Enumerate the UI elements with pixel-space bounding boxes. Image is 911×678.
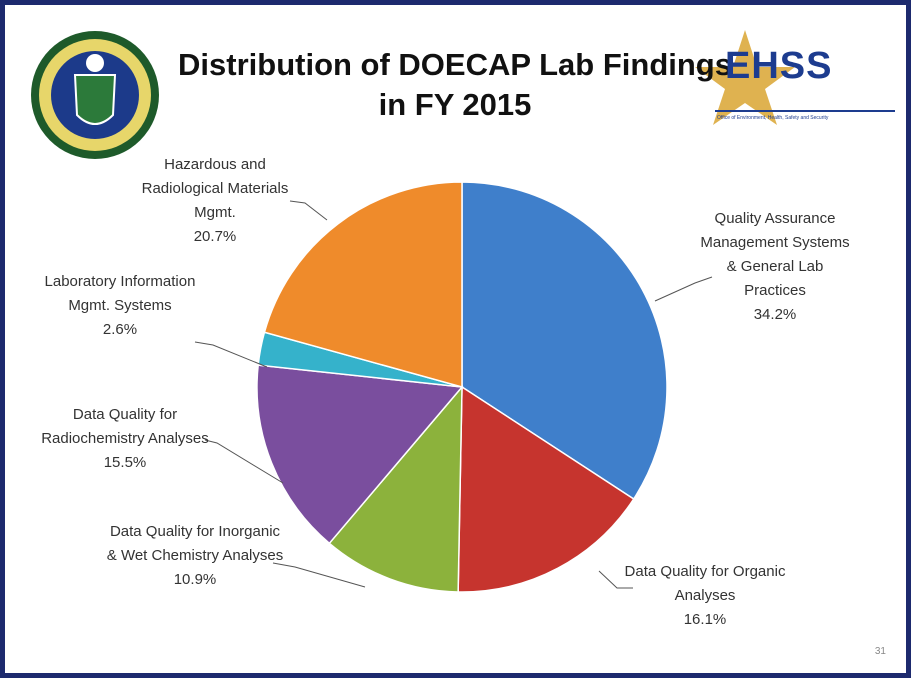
chart xyxy=(31,30,895,593)
category-label: Data Quality for Inorganic & Wet Chemist… xyxy=(106,523,284,564)
logo-text: EHSS xyxy=(725,45,833,87)
slice-label: Laboratory Information Mgmt. Systems 2.6% xyxy=(35,270,205,342)
slice-label: Hazardous and Radiological Materials Mgm… xyxy=(125,153,305,249)
leader-lines xyxy=(194,200,713,589)
category-label: Data Quality for Radiochemistry Analyses xyxy=(41,406,209,447)
ehss-logo xyxy=(695,30,895,125)
value-label: 34.2% xyxy=(753,306,797,323)
value-label: 15.5% xyxy=(103,454,147,471)
pie xyxy=(256,181,668,593)
category-label: Laboratory Information Mgmt. Systems xyxy=(44,273,196,314)
value-label: 2.6% xyxy=(102,321,138,338)
category-label: Quality Assurance Management Systems & G… xyxy=(700,210,850,299)
value-label: 10.9% xyxy=(173,571,217,588)
slice-label: Data Quality for Organic Analyses 16.1% xyxy=(620,560,790,632)
slice-label: Quality Assurance Management Systems & G… xyxy=(700,207,850,327)
doe-seal xyxy=(31,31,159,159)
value-label: 16.1% xyxy=(683,611,727,628)
pie-slice xyxy=(256,364,464,545)
slice-label: Data Quality for Inorganic & Wet Chemist… xyxy=(105,520,285,592)
logo-subtitle: Office of Environment, Health, Safety an… xyxy=(717,115,829,121)
pie-slice xyxy=(457,385,635,593)
category-label: Hazardous and Radiological Materials Mgm… xyxy=(141,156,289,221)
page-number: 31 xyxy=(874,646,886,657)
chart-title: Distribution of DOECAP Lab Findings in F… xyxy=(178,47,732,122)
value-label: 20.7% xyxy=(193,228,237,245)
pie-slice xyxy=(263,181,463,388)
slice-label: Data Quality for Radiochemistry Analyses… xyxy=(35,403,215,475)
pie-slice xyxy=(328,384,463,593)
category-label: Data Quality for Organic Analyses xyxy=(624,563,786,604)
